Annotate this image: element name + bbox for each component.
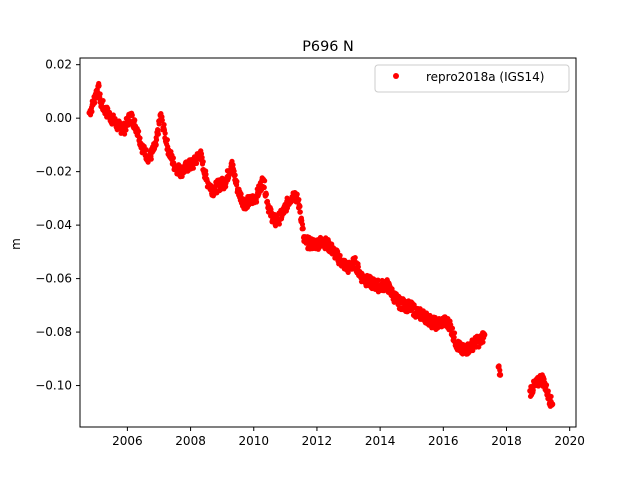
legend-label: repro2018a (IGS14)	[426, 70, 544, 84]
data-point-dense	[496, 363, 501, 368]
x-tick-label: 2020	[554, 434, 585, 448]
x-tick-label: 2014	[365, 434, 396, 448]
data-point-dense	[549, 403, 554, 408]
x-tick-label: 2010	[238, 434, 269, 448]
data-point-dense	[98, 91, 103, 96]
y-tick-label: −0.04	[35, 218, 72, 232]
data-point-dense	[480, 340, 485, 345]
y-tick-label: −0.02	[35, 165, 72, 179]
data-point-dense	[136, 129, 141, 134]
x-tick-label: 2008	[175, 434, 206, 448]
y-tick-label: −0.06	[35, 272, 72, 286]
data-point-dense	[201, 159, 206, 164]
data-point-dense	[497, 368, 502, 373]
chart-title: P696 N	[302, 39, 354, 55]
data-point-dense	[171, 155, 176, 160]
data-point-dense	[130, 113, 135, 118]
data-point-dense	[497, 372, 502, 377]
data-point-dense	[123, 127, 128, 132]
data-point-dense	[356, 264, 361, 269]
data-point-dense	[239, 191, 244, 196]
y-axis-label: m	[9, 238, 23, 250]
data-point-dense	[233, 172, 238, 177]
y-tick-label: −0.08	[35, 325, 72, 339]
x-tick-label: 2018	[491, 434, 522, 448]
data-point-dense	[191, 166, 196, 171]
data-point-dense	[89, 109, 94, 114]
data-point-dense	[203, 172, 208, 177]
data-point-dense	[481, 331, 486, 336]
legend-marker-icon	[393, 73, 399, 79]
data-point-dense	[297, 202, 302, 207]
data-point-dense	[163, 131, 168, 136]
data-point-dense	[531, 388, 536, 393]
data-point-dense	[161, 122, 166, 127]
y-tick-label: −0.10	[35, 379, 72, 393]
data-point-dense	[137, 135, 142, 140]
data-point-dense	[156, 132, 161, 137]
data-point-dense	[450, 326, 455, 331]
data-point-dense	[262, 185, 267, 190]
data-point-dense	[452, 330, 457, 335]
x-tick-label: 2012	[302, 434, 333, 448]
data-point-dense	[100, 98, 105, 103]
y-tick-label: 0.02	[45, 58, 72, 72]
data-point-dense	[298, 209, 303, 214]
x-tick-label: 2016	[428, 434, 459, 448]
data-point-dense	[546, 388, 551, 393]
data-point-dense	[96, 83, 101, 88]
data-point-dense	[301, 226, 306, 231]
data-point-dense	[254, 199, 259, 204]
x-tick-label: 2006	[112, 434, 143, 448]
data-point-dense	[149, 157, 154, 162]
data-point-dense	[296, 197, 301, 202]
data-point-dense	[234, 179, 239, 184]
data-point-dense	[132, 118, 137, 123]
data-point-dense	[549, 394, 554, 399]
data-point-dense	[544, 382, 549, 387]
data-point-dense	[165, 137, 170, 142]
data-point-dense	[262, 178, 267, 183]
y-tick-label: 0.00	[45, 111, 72, 125]
data-point-dense	[154, 137, 159, 142]
data-point-dense	[295, 192, 300, 197]
data-point-dense	[353, 255, 358, 260]
data-point-dense	[264, 192, 269, 197]
legend: repro2018a (IGS14)	[375, 65, 569, 92]
